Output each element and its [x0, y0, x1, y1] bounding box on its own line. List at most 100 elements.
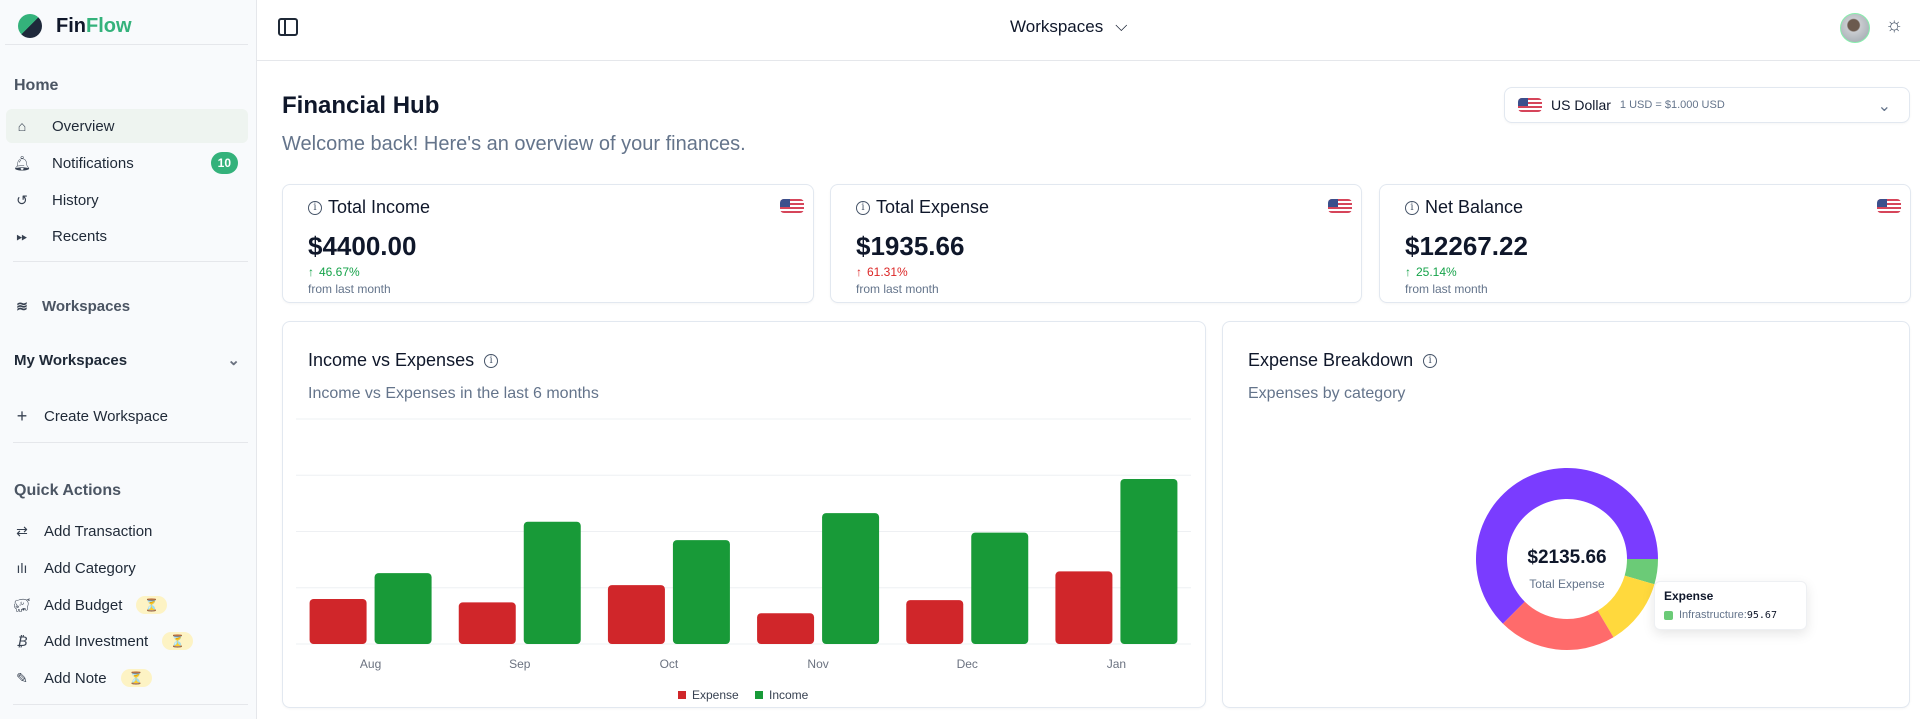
label: Add Note: [44, 669, 107, 687]
bar-expense[interactable]: [607, 585, 665, 644]
label: Add Transaction: [44, 522, 153, 540]
sidebar-item-notifications[interactable]: 🔔︎ Notifications 10: [6, 146, 248, 180]
chevron-down-icon: ⌵: [1115, 18, 1128, 35]
label: Recents: [52, 227, 108, 245]
fast-forward-icon: ⏩︎: [16, 227, 28, 244]
tooltip-label: Infrastructure:: [1679, 609, 1747, 621]
bar-income[interactable]: [971, 532, 1029, 644]
arrow-up-icon: ↑: [1405, 265, 1411, 279]
page-title: Financial Hub: [282, 92, 440, 119]
currency-rate: 1 USD = $1.000 USD: [1619, 99, 1725, 111]
workspace-select[interactable]: Workspaces ⌵: [1010, 17, 1127, 37]
chevron-down-icon: ⌄: [227, 352, 240, 369]
legend-swatch: [755, 691, 763, 699]
bell-icon: 🔔︎: [13, 154, 31, 171]
kpi-value: $12267.22: [1405, 231, 1528, 261]
label: Workspaces: [1010, 17, 1104, 36]
info-icon[interactable]: i: [1405, 200, 1419, 215]
kpi-change: ↑ 25.14%: [1405, 265, 1457, 279]
hourglass-icon: ⏳: [120, 669, 152, 687]
expense-donut-chart: [1476, 468, 1658, 650]
x-tick-label: Jan: [1107, 657, 1126, 671]
bar-expense[interactable]: [906, 600, 964, 644]
bar-chart-icon: ılı: [16, 560, 28, 576]
quick-add-budget[interactable]: 🐖︎ Add Budget ⏳: [6, 588, 248, 622]
bar-income[interactable]: [672, 540, 730, 644]
kpi-change-value: 25.14%: [1416, 265, 1457, 279]
arrow-up-icon: ↑: [308, 265, 314, 279]
chart-title: Income vs Expenses i: [308, 350, 499, 371]
bar-income[interactable]: [374, 573, 432, 644]
bar-income[interactable]: [1120, 479, 1178, 644]
donut-slice[interactable]: [1597, 575, 1655, 638]
history-icon: ↺: [16, 191, 28, 208]
donut-slice[interactable]: [1624, 559, 1658, 585]
create-workspace-button[interactable]: + Create Workspace: [6, 399, 248, 433]
chart-subtitle: Expenses by category: [1248, 385, 1406, 402]
info-icon[interactable]: i: [1423, 353, 1438, 368]
legend-label[interactable]: Income: [769, 688, 809, 702]
info-icon[interactable]: i: [308, 200, 322, 215]
bar-expense[interactable]: [1055, 571, 1113, 644]
brand-logo[interactable]: FinFlow: [18, 14, 132, 38]
label: History: [52, 191, 99, 209]
us-flag-icon: [1518, 98, 1542, 112]
kpi-change-value: 46.67%: [319, 265, 360, 279]
kpi-change: ↑ 46.67%: [308, 265, 360, 279]
income-vs-expenses-card: Income vs Expenses i Income vs Expenses i…: [282, 321, 1206, 708]
quick-add-category[interactable]: ılı Add Category: [6, 551, 248, 585]
info-icon[interactable]: i: [856, 200, 870, 215]
legend-swatch: [1664, 610, 1673, 620]
bar-expense[interactable]: [757, 613, 815, 644]
kpi-note: from last month: [856, 282, 939, 296]
sidebar-item-overview[interactable]: ⌂ Overview: [6, 109, 248, 143]
sidebar-toggle-icon[interactable]: [278, 18, 298, 36]
sidebar: FinFlow Home ⌂ Overview 🔔︎ Notifications 10…: [0, 0, 257, 719]
donut-slice[interactable]: [1476, 468, 1658, 624]
x-tick-label: Oct: [660, 657, 679, 671]
workspaces-section: ≋ Workspaces: [6, 289, 248, 323]
label: Add Category: [44, 559, 136, 577]
label: Add Budget: [44, 596, 123, 614]
info-icon[interactable]: i: [484, 353, 499, 368]
brand-name-accent: Flow: [86, 14, 132, 37]
bar-income[interactable]: [822, 513, 880, 644]
kpi-card: i Net Balance $12267.22 ↑ 25.14% from last…: [1379, 184, 1911, 303]
us-flag-icon: [1328, 199, 1352, 213]
legend-swatch: [678, 691, 686, 699]
logo-icon: [18, 14, 42, 38]
bar-expense[interactable]: [458, 602, 516, 644]
hourglass-icon: ⏳: [136, 596, 168, 614]
legend-label[interactable]: Expense: [692, 688, 739, 702]
avatar[interactable]: [1840, 13, 1870, 43]
quick-add-transaction[interactable]: ⇄ Add Transaction: [6, 514, 248, 548]
piggy-bank-icon: 🐖︎: [13, 596, 31, 613]
home-icon: ⌂: [17, 118, 27, 134]
kpi-note: from last month: [1405, 282, 1488, 296]
quick-add-note[interactable]: ✎ Add Note ⏳: [6, 661, 248, 695]
kpi-change: ↑ 61.31%: [856, 265, 908, 279]
donut-slice[interactable]: [1502, 601, 1614, 650]
kpi-card: i Total Income $4400.00 ↑ 46.67% from last…: [282, 184, 814, 303]
currency-select[interactable]: US Dollar 1 USD = $1.000 USD ⌄: [1504, 87, 1910, 123]
kpi-value: $1935.66: [856, 231, 965, 261]
bar-expense[interactable]: [309, 599, 367, 644]
label: Create Workspace: [44, 407, 168, 425]
bitcoin-icon: ₿: [16, 633, 28, 649]
sidebar-item-history[interactable]: ↺ History: [6, 183, 248, 217]
currency-name: US Dollar: [1551, 97, 1611, 113]
tooltip-value: 95.67: [1746, 610, 1777, 621]
kpi-card: i Total Expense $1935.66 ↑ 61.31% from las…: [830, 184, 1362, 303]
quick-actions-heading: Quick Actions: [14, 482, 121, 499]
chart-tooltip: Expense Infrastructure:95.67: [1654, 581, 1807, 630]
sidebar-item-recents[interactable]: ⏩︎ Recents: [6, 219, 248, 253]
chart-title: Expense Breakdown i: [1248, 350, 1438, 371]
my-workspaces-toggle[interactable]: My Workspaces ⌄: [14, 343, 248, 377]
label: My Workspaces: [14, 351, 128, 369]
quick-add-investment[interactable]: ₿ Add Investment ⏳: [6, 624, 248, 658]
us-flag-icon: [1877, 199, 1901, 213]
bar-income[interactable]: [523, 521, 581, 644]
kpi-title: Total Expense: [876, 197, 990, 217]
theme-toggle-sun-icon[interactable]: ☼: [1885, 14, 1904, 36]
kpi-value: $4400.00: [308, 231, 417, 261]
